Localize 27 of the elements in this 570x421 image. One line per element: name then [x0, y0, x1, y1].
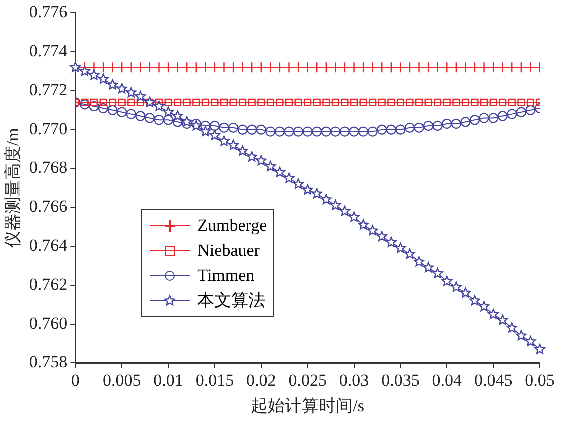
x-axis-title: 起始计算时间/s [251, 396, 364, 416]
legend-label: 本文算法 [198, 290, 266, 312]
y-tick-label: 0.766 [29, 197, 68, 216]
x-tick-label: 0.015 [196, 370, 234, 390]
x-tick-label: 0.035 [382, 370, 420, 390]
y-tick-label: 0.768 [29, 158, 68, 178]
legend-label: Zumberge [198, 215, 268, 238]
y-axis-title: 仪器测量高度/m [4, 128, 23, 248]
y-tick-label: 0.762 [29, 274, 68, 294]
y-tick-label: 0.764 [29, 236, 68, 255]
y-tick-label: 0.774 [29, 42, 68, 61]
x-tick-label: 0.045 [474, 370, 513, 390]
y-tick-label: 0.758 [29, 352, 68, 372]
x-tick-label: 0 [71, 370, 80, 390]
x-tick-label: 0.005 [102, 370, 142, 390]
legend-label: Niebauer [198, 240, 260, 262]
y-tick-label: 0.772 [29, 80, 68, 100]
x-tick-label: 0.05 [525, 370, 555, 390]
y-tick-label: 0.776 [29, 2, 68, 22]
x-tick-label: 0.025 [288, 370, 327, 390]
x-tick-label: 0.02 [246, 370, 276, 390]
y-tick-label: 0.770 [29, 119, 68, 138]
y-tick-label: 0.760 [29, 314, 68, 333]
x-tick-label: 0.03 [339, 370, 370, 390]
legend-label: Timmen [198, 265, 255, 288]
x-tick-label: 0.04 [432, 370, 463, 390]
x-tick-label: 0.01 [154, 370, 184, 390]
